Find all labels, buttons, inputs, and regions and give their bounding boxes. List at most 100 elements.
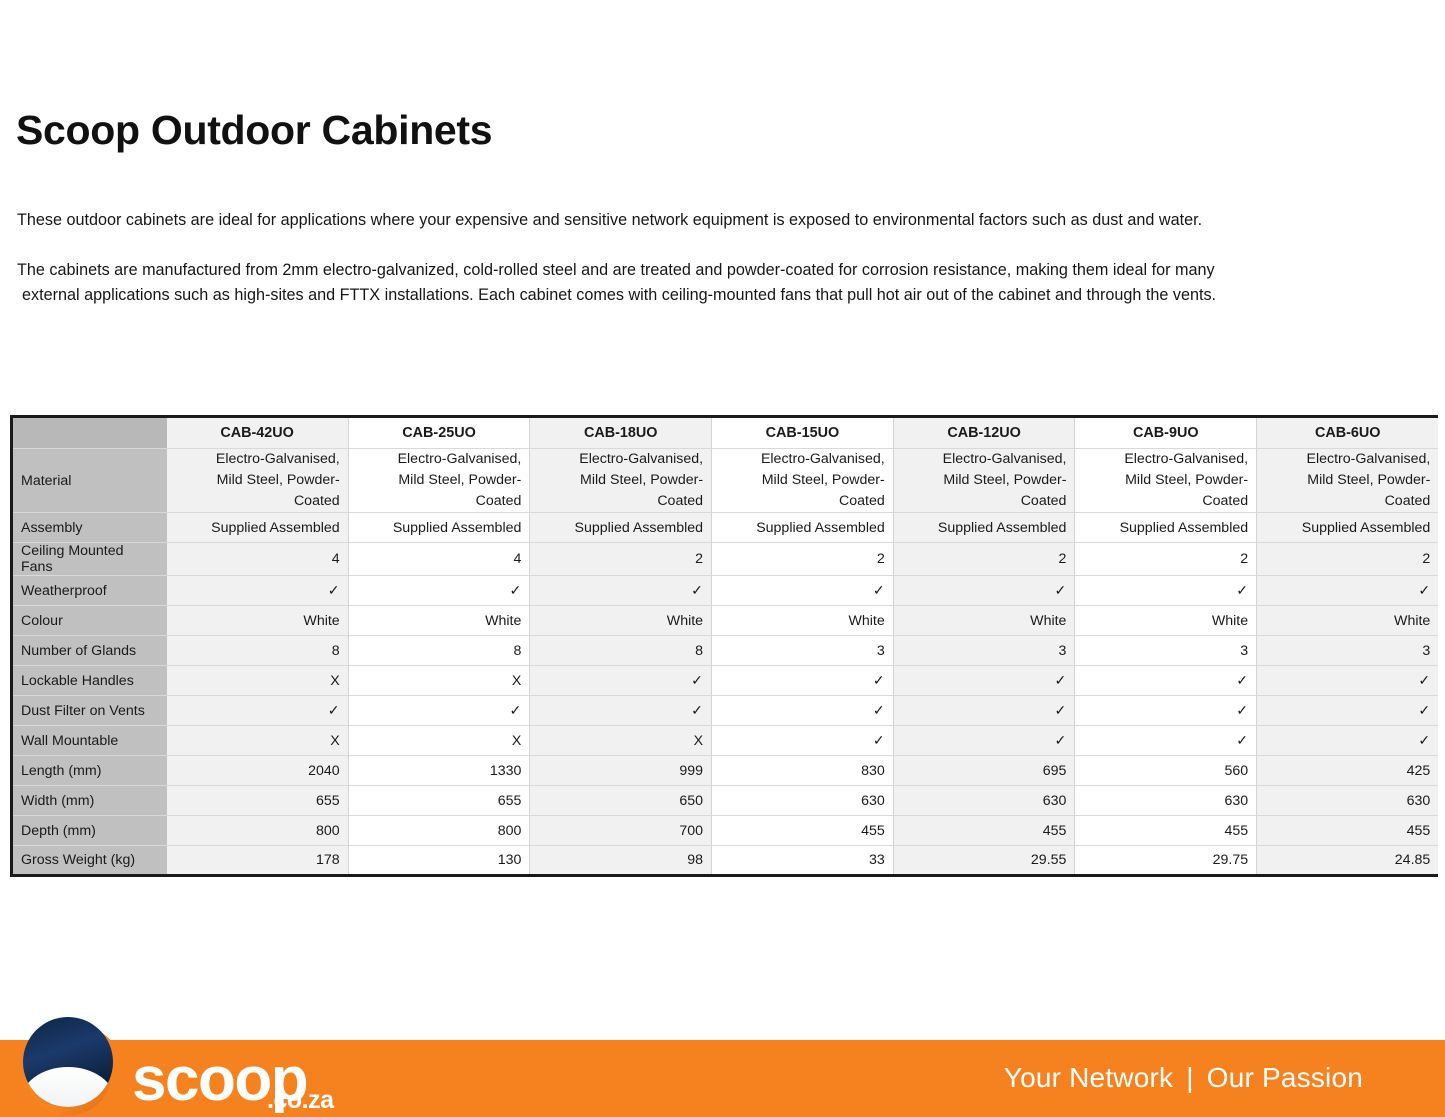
row-label: Weatherproof: [10, 575, 167, 606]
row-label: Number of Glands: [10, 635, 167, 666]
cell-value-line-1: Electro-Galvanised,: [760, 451, 885, 467]
logo-lens: [23, 1067, 113, 1107]
cell-value: ✓: [1256, 575, 1439, 606]
column-header-cab-15uo: CAB-15UO: [711, 416, 894, 449]
specification-table: CAB-42UO CAB-25UO CAB-18UO CAB-15UO CAB-12UO…: [10, 415, 1439, 877]
cell-value: X: [348, 725, 531, 756]
cell-value-line-2: Mild Steel, Powder-Coated: [1307, 472, 1431, 509]
cell-value: ✓: [711, 725, 894, 756]
intro-paragraph-1: These outdoor cabinets are ideal for app…: [17, 211, 1203, 230]
cell-value: ✓: [1074, 665, 1258, 696]
cell-value: 3: [1256, 635, 1439, 666]
cell-value: 2: [529, 542, 713, 576]
table-row: Assembly Supplied Assembled Supplied Assem…: [10, 512, 1439, 543]
cell-value: ✓: [348, 575, 531, 606]
cell-value: 425: [1256, 755, 1439, 786]
table-row: Weatherproof ✓ ✓ ✓ ✓ ✓ ✓ ✓: [10, 575, 1439, 606]
cell-value: 130: [348, 845, 531, 876]
cell-value: Electro-Galvanised, Mild Steel, Powder-Co…: [529, 448, 713, 513]
column-header-cab-6uo: CAB-6UO: [1256, 416, 1439, 449]
cell-value: 2: [1074, 542, 1258, 576]
cell-value: ✓: [529, 575, 713, 606]
cell-value-line-1: Electro-Galvanised,: [942, 451, 1067, 467]
cell-value: 655: [166, 785, 349, 816]
table-header-row: CAB-42UO CAB-25UO CAB-18UO CAB-15UO CAB-12UO…: [10, 416, 1439, 449]
logo-wordmark: scoop: [132, 1045, 309, 1114]
cell-value-line-1: Electro-Galvanised,: [1124, 451, 1249, 467]
cell-value: ✓: [893, 725, 1076, 756]
row-label: Length (mm): [10, 755, 167, 786]
cell-value: 33: [711, 845, 894, 876]
table-row: Gross Weight (kg) 178 130 98 33 29.55 29.75 24.…: [10, 845, 1439, 876]
cell-value: Supplied Assembled: [711, 512, 894, 543]
cell-value: Supplied Assembled: [529, 512, 713, 543]
cell-value: ✓: [893, 695, 1076, 726]
cell-value: ✓: [711, 695, 894, 726]
cell-value: Electro-Galvanised, Mild Steel, Powder-Co…: [1074, 448, 1258, 513]
row-label: Wall Mountable: [10, 725, 167, 756]
row-label: Lockable Handles: [10, 665, 167, 696]
cell-value: White: [711, 605, 894, 636]
cell-value: White: [1074, 605, 1258, 636]
cell-value: Electro-Galvanised, Mild Steel, Powder-Co…: [166, 448, 349, 513]
row-label: Ceiling Mounted Fans: [10, 542, 167, 576]
scoop-logo[interactable]: scoop .co.za: [14, 1005, 334, 1117]
cell-value: Electro-Galvanised, Mild Steel, Powder-Co…: [711, 448, 894, 513]
cell-value: White: [893, 605, 1076, 636]
cell-value: ✓: [529, 695, 713, 726]
cell-value: ✓: [1256, 695, 1439, 726]
tagline-right: Our Passion: [1206, 1062, 1363, 1093]
footer-bar: [0, 1040, 1445, 1117]
column-header-cab-9uo: CAB-9UO: [1074, 416, 1258, 449]
logo-swoosh-bottom: [36, 1055, 112, 1116]
intro-text-block: These outdoor cabinets are ideal for app…: [17, 192, 1429, 324]
table-row: Wall Mountable X X X ✓ ✓ ✓ ✓: [10, 725, 1439, 756]
intro-paragraph-2: The cabinets are manufactured from 2mm e…: [17, 258, 1429, 308]
cell-value-line-1: Electro-Galvanised,: [215, 451, 340, 467]
cell-value: 650: [529, 785, 713, 816]
cell-value: 4: [166, 542, 349, 576]
table-corner-cell: [10, 416, 167, 449]
cell-value: 999: [529, 755, 713, 786]
table-row: Width (mm) 655 655 650 630 630 630 630: [10, 785, 1439, 816]
cell-value: White: [166, 605, 349, 636]
table-row: Lockable Handles X X ✓ ✓ ✓ ✓ ✓: [10, 665, 1439, 696]
cell-value: 24.85: [1256, 845, 1439, 876]
intro-paragraph-2-line-1: The cabinets are manufactured from 2mm e…: [17, 261, 1215, 280]
cell-value: White: [529, 605, 713, 636]
cell-value: 8: [348, 635, 531, 666]
row-label: Width (mm): [10, 785, 167, 816]
intro-paragraph-2-line-2: external applications such as high-sites…: [22, 286, 1217, 305]
cell-value-line-2: Mild Steel, Powder-Coated: [943, 472, 1067, 509]
cell-value: Supplied Assembled: [893, 512, 1076, 543]
cell-value: 2: [1256, 542, 1439, 576]
cell-value-line-1: Electro-Galvanised,: [579, 451, 704, 467]
column-header-cab-12uo: CAB-12UO: [893, 416, 1076, 449]
page-title: Scoop Outdoor Cabinets: [16, 107, 493, 154]
cell-value: Electro-Galvanised, Mild Steel, Powder-Co…: [893, 448, 1076, 513]
tagline-separator: |: [1186, 1062, 1194, 1093]
cell-value: 695: [893, 755, 1076, 786]
cell-value-line-2: Mild Steel, Powder-Coated: [398, 472, 522, 509]
cell-value: White: [1256, 605, 1439, 636]
row-label: Assembly: [10, 512, 167, 543]
cell-value: ✓: [711, 575, 894, 606]
cell-value: 700: [529, 815, 713, 846]
cell-value: 630: [1256, 785, 1439, 816]
cell-value-line-2: Mild Steel, Powder-Coated: [216, 472, 340, 509]
spec-table-body: Material Electro-Galvanised, Mild Steel, P…: [10, 448, 1439, 876]
cell-value: 560: [1074, 755, 1258, 786]
table-row: Number of Glands 8 8 8 3 3 3 3: [10, 635, 1439, 666]
cell-value: 1330: [348, 755, 531, 786]
cell-value-line-2: Mild Steel, Powder-Coated: [1125, 472, 1249, 509]
cell-value: 8: [529, 635, 713, 666]
cell-value: 800: [166, 815, 349, 846]
cell-value: 4: [348, 542, 531, 576]
cell-value: ✓: [1074, 695, 1258, 726]
cell-value: 2040: [166, 755, 349, 786]
cell-value: 98: [529, 845, 713, 876]
cell-value: ✓: [529, 665, 713, 696]
column-header-cab-25uo: CAB-25UO: [348, 416, 531, 449]
table-row: Ceiling Mounted Fans 4 4 2 2 2 2 2: [10, 542, 1439, 576]
